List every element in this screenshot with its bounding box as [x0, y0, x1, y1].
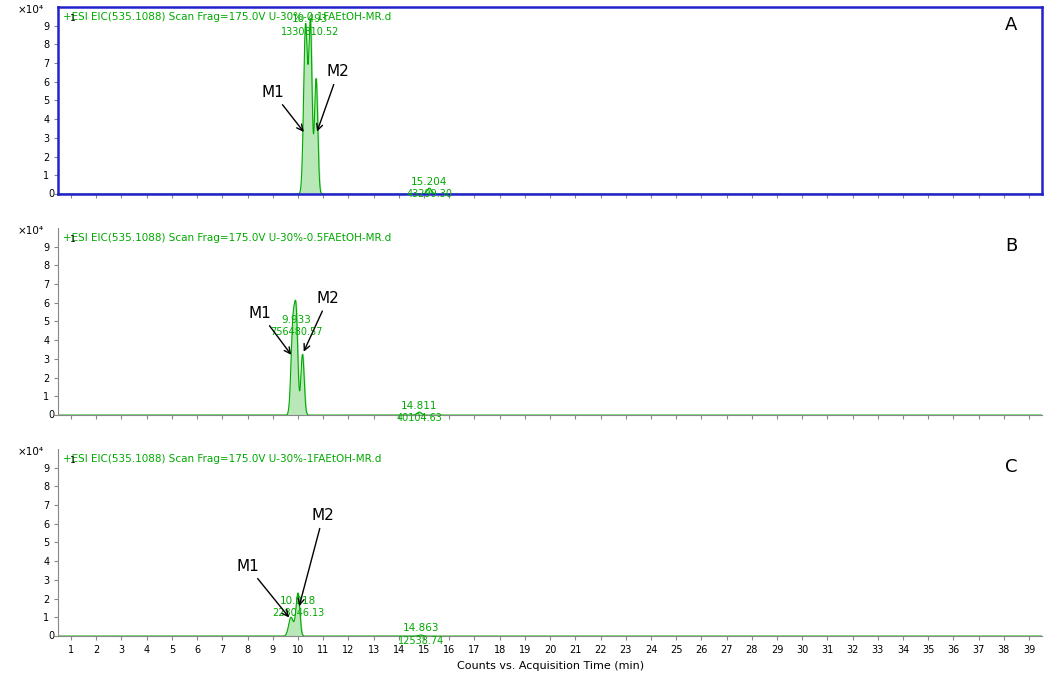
Text: 10.018: 10.018: [281, 596, 317, 605]
Text: 14.863: 14.863: [402, 624, 439, 633]
Text: A: A: [1005, 16, 1017, 34]
Text: 0: 0: [49, 410, 54, 420]
Text: M2: M2: [298, 508, 335, 605]
Text: 15.204: 15.204: [411, 176, 448, 187]
Text: 756480.57: 756480.57: [270, 327, 322, 337]
Text: ×10⁴: ×10⁴: [17, 5, 44, 15]
Text: 14.811: 14.811: [401, 401, 438, 410]
Text: 228046.13: 228046.13: [272, 608, 324, 618]
Text: M2: M2: [304, 291, 339, 350]
Text: C: C: [1005, 458, 1017, 476]
Text: 12538.74: 12538.74: [398, 636, 443, 646]
Text: ×10⁴: ×10⁴: [17, 226, 44, 236]
Text: M2: M2: [317, 64, 350, 130]
Text: +ESI EIC(535.1088) Scan Frag=175.0V U-30%-0.5FAEtOH-MR.d: +ESI EIC(535.1088) Scan Frag=175.0V U-30…: [64, 233, 391, 244]
Text: 1: 1: [70, 235, 77, 244]
Text: +ESI EIC(535.1088) Scan Frag=175.0V U-30%-1FAEtOH-MR.d: +ESI EIC(535.1088) Scan Frag=175.0V U-30…: [64, 454, 382, 464]
Text: 43299.30: 43299.30: [406, 189, 452, 199]
Text: 1: 1: [70, 456, 77, 465]
Text: 1: 1: [70, 14, 77, 23]
Text: M1: M1: [236, 559, 288, 616]
Text: ×10⁴: ×10⁴: [17, 447, 44, 457]
Text: M1: M1: [249, 306, 290, 354]
Text: 40104.63: 40104.63: [396, 413, 442, 423]
Text: 0: 0: [49, 189, 54, 199]
Text: B: B: [1005, 237, 1017, 255]
Text: 9.933: 9.933: [282, 315, 311, 325]
Text: 1330810.52: 1330810.52: [282, 27, 339, 36]
Text: 0: 0: [49, 631, 54, 641]
Text: +ESI EIC(535.1088) Scan Frag=175.0V U-30%-0.1FAEtOH-MR.d: +ESI EIC(535.1088) Scan Frag=175.0V U-30…: [64, 12, 391, 23]
Text: M1: M1: [261, 85, 303, 131]
X-axis label: Counts vs. Acquisition Time (min): Counts vs. Acquisition Time (min): [456, 661, 644, 671]
Text: 10.493: 10.493: [292, 14, 328, 24]
